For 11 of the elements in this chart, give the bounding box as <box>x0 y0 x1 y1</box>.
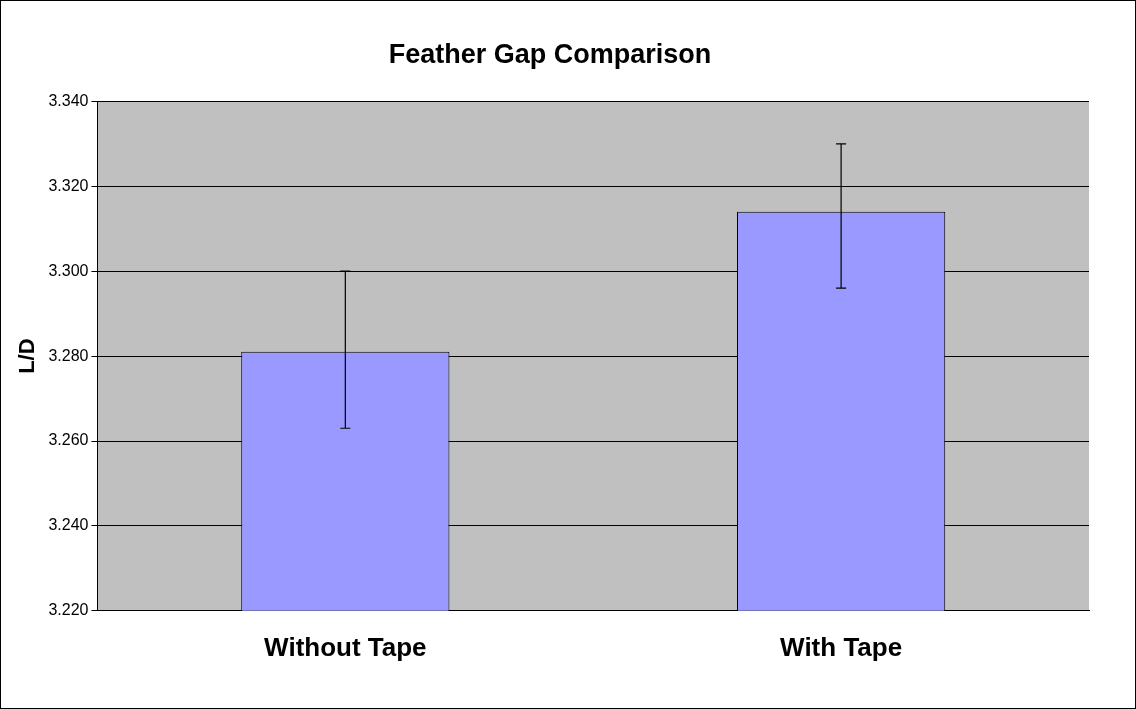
y-tick-label: 3.340 <box>48 91 89 109</box>
y-tick-label: 3.260 <box>48 431 89 449</box>
x-tick-label: Without Tape <box>264 631 427 662</box>
x-tick-label: With Tape <box>780 631 903 662</box>
y-tick-label: 3.280 <box>48 346 89 364</box>
y-tick-label: 3.320 <box>48 176 89 194</box>
y-axis-title: L/D <box>14 338 40 374</box>
y-tick-label: 3.220 <box>48 601 89 619</box>
chart-title: Feather Gap Comparison <box>388 38 712 69</box>
y-tick-label: 3.300 <box>48 261 89 279</box>
y-tick-label: 3.240 <box>48 516 89 534</box>
